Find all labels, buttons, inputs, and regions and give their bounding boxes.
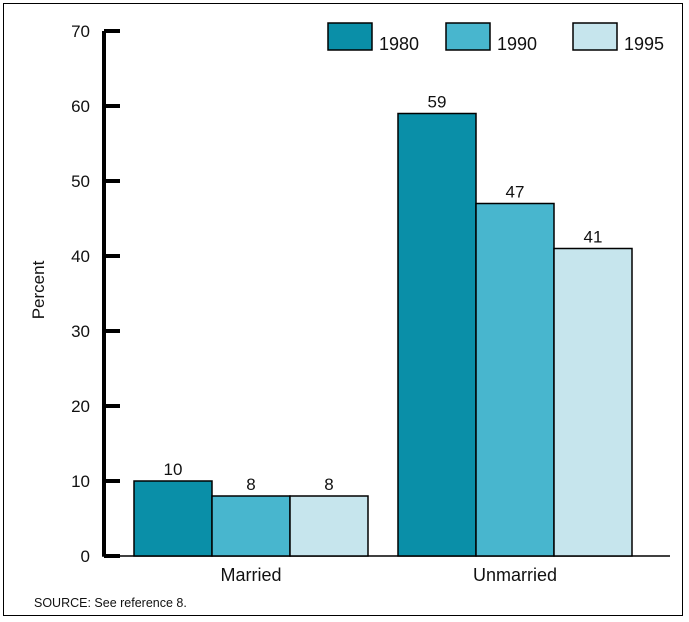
bar — [211, 495, 291, 557]
legend-swatch — [445, 22, 491, 51]
y-tick-label: 50 — [71, 172, 90, 191]
y-tick-label: 40 — [71, 247, 90, 266]
bar — [475, 202, 555, 557]
data-label: 8 — [324, 475, 333, 494]
y-tick-label: 60 — [71, 97, 90, 116]
bar — [397, 112, 477, 557]
category-label: Unmarried — [473, 565, 557, 585]
source-note: SOURCE: See reference 8. — [34, 596, 187, 610]
data-label: 47 — [506, 183, 525, 202]
y-tick-label: 30 — [71, 322, 90, 341]
data-label: 8 — [246, 475, 255, 494]
data-label: 59 — [428, 93, 447, 112]
legend-swatch — [327, 22, 373, 51]
legend-label: 1980 — [379, 34, 419, 54]
y-tick-label: 20 — [71, 397, 90, 416]
data-label: 41 — [584, 228, 603, 247]
y-tick-label: 70 — [71, 22, 90, 41]
bar — [289, 495, 369, 557]
legend-label: 1995 — [624, 34, 664, 54]
y-tick-label: 0 — [81, 547, 90, 566]
bar — [553, 247, 633, 557]
y-tick-label: 10 — [71, 472, 90, 491]
y-axis-title: Percent — [29, 260, 48, 319]
category-label: Married — [220, 565, 281, 585]
data-label: 10 — [164, 460, 183, 479]
bar — [133, 480, 213, 557]
legend-label: 1990 — [497, 34, 537, 54]
legend-swatch — [572, 22, 618, 51]
